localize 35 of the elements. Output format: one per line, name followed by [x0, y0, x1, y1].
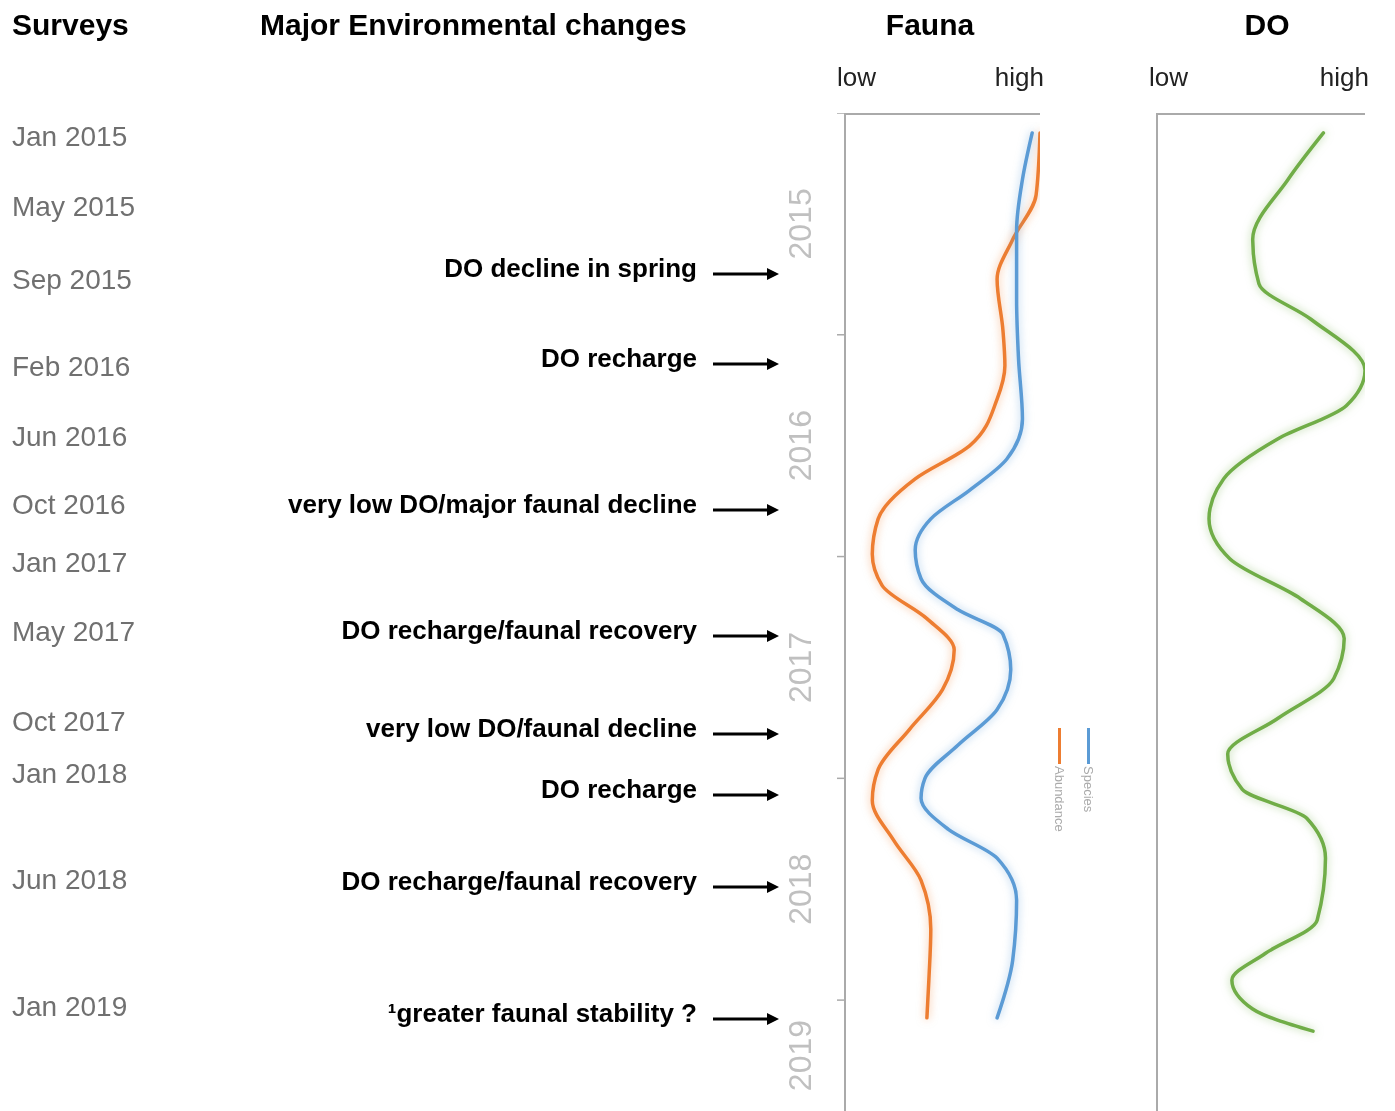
y-tick-label: 2016: [782, 410, 819, 482]
text: Jun 2018: [12, 863, 128, 897]
text: DO recharge: [540, 342, 697, 375]
text: high: [1319, 62, 1369, 93]
y-tick-label: 2017: [782, 631, 819, 704]
text: Abundance: [1052, 766, 1067, 832]
text: May 2015: [12, 190, 135, 224]
text: low: [1149, 62, 1189, 93]
text: Jan 2015: [12, 120, 128, 154]
text: very low DO/faunal decline: [366, 712, 697, 745]
text: Jan 2017: [12, 546, 128, 580]
y-tick-label: 2018: [782, 853, 819, 925]
text: low: [837, 62, 877, 93]
text: very low DO/major faunal decline: [288, 488, 697, 521]
y-tick-label: 2015: [782, 188, 819, 260]
text: May 2017: [12, 615, 135, 649]
text: high: [994, 62, 1044, 93]
text: Jan 2018: [12, 757, 128, 791]
text: DO decline in spring: [444, 252, 697, 285]
text: Sep 2015: [12, 263, 132, 297]
y-tick-label: 2019: [782, 1019, 819, 1092]
text: ¹greater faunal stability ?: [387, 997, 697, 1030]
text: Jun 2016: [12, 420, 128, 454]
text: Surveys: [12, 8, 129, 42]
text: Major Environmental changes: [260, 8, 687, 42]
chart-title: Fauna: [884, 8, 976, 42]
text: Species: [1081, 766, 1096, 813]
text: DO recharge/faunal recovery: [341, 865, 697, 898]
text: Feb 2016: [12, 350, 131, 384]
text: DO recharge/faunal recovery: [341, 614, 697, 647]
text: Jan 2019: [12, 990, 128, 1024]
chart-title: DO: [1243, 8, 1291, 42]
text: Oct 2016: [12, 488, 126, 522]
text: Oct 2017: [12, 705, 126, 739]
text: DO recharge: [540, 773, 697, 806]
